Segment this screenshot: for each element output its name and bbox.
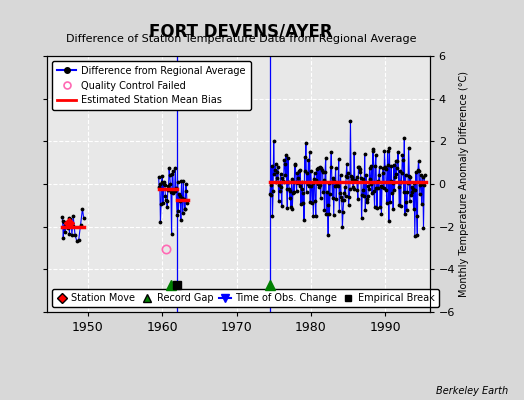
Y-axis label: Monthly Temperature Anomaly Difference (°C): Monthly Temperature Anomaly Difference (… <box>460 71 470 297</box>
Text: FORT DEVENS/AYER: FORT DEVENS/AYER <box>149 22 333 40</box>
Legend: Station Move, Record Gap, Time of Obs. Change, Empirical Break: Station Move, Record Gap, Time of Obs. C… <box>52 289 439 307</box>
Text: Difference of Station Temperature Data from Regional Average: Difference of Station Temperature Data f… <box>66 34 416 44</box>
Text: Berkeley Earth: Berkeley Earth <box>436 386 508 396</box>
